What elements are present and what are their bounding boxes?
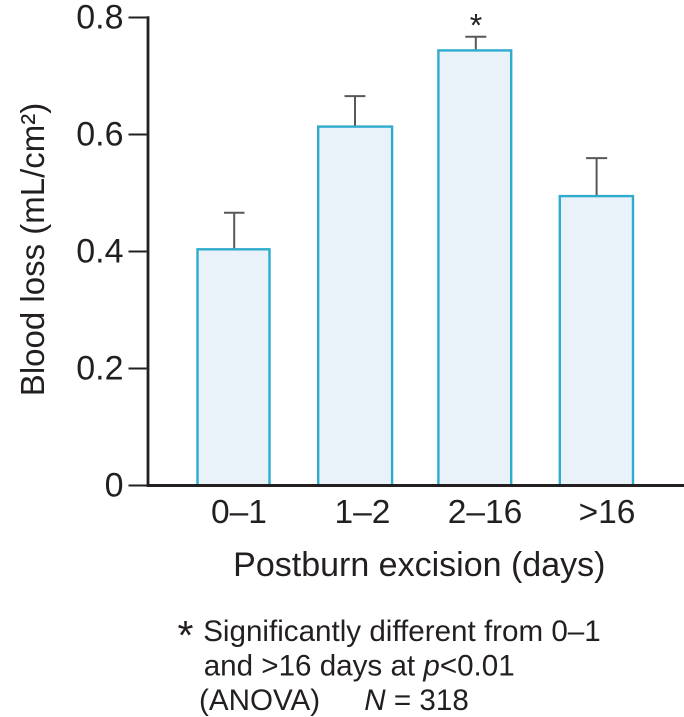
- svg-text:>16: >16: [579, 494, 636, 531]
- svg-text:0.8: 0.8: [76, 0, 123, 37]
- svg-text:0.6: 0.6: [76, 116, 123, 154]
- svg-text:0: 0: [105, 467, 124, 505]
- svg-text:*: *: [470, 8, 482, 44]
- svg-text:*: *: [178, 612, 194, 658]
- svg-text:2–16: 2–16: [448, 494, 523, 531]
- svg-text:and >16 days at p<0.01: and >16 days at p<0.01: [204, 650, 515, 683]
- svg-text:0.4: 0.4: [76, 233, 123, 271]
- svg-text:0.2: 0.2: [76, 350, 123, 388]
- svg-text:(ANOVA): (ANOVA): [199, 684, 320, 717]
- svg-text:N = 318: N = 318: [364, 684, 468, 717]
- svg-text:Postburn excision (days): Postburn excision (days): [233, 546, 605, 584]
- svg-text:Significantly different from 0: Significantly different from 0–1: [203, 615, 601, 648]
- svg-text:1–2: 1–2: [335, 494, 391, 531]
- svg-text:0–1: 0–1: [211, 494, 267, 531]
- svg-text:Blood loss (mL/cm²): Blood loss (mL/cm²): [14, 103, 51, 396]
